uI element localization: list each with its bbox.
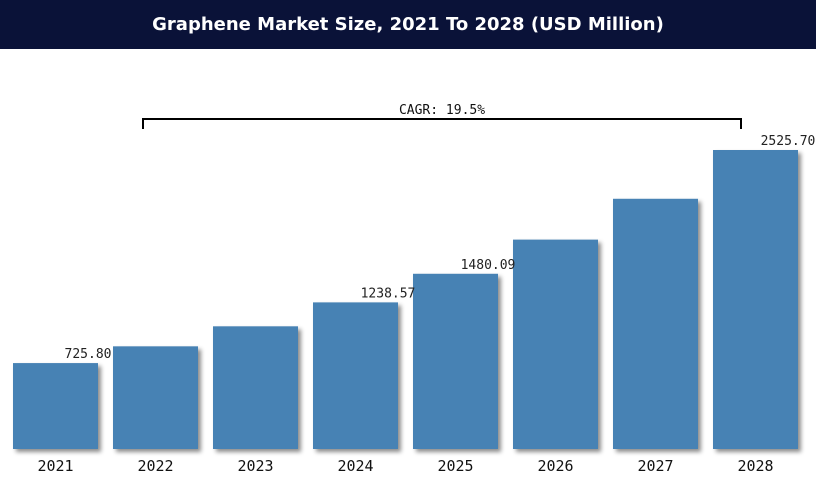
bar-2026: [513, 239, 598, 449]
x-tick-2025: 2025: [437, 457, 473, 475]
data-label-2024: 1238.57: [361, 286, 416, 301]
x-tick-2024: 2024: [337, 457, 373, 475]
data-label-2028: 2525.70: [761, 134, 816, 149]
data-label-2021: 725.80: [65, 347, 112, 362]
x-tick-2023: 2023: [237, 457, 273, 475]
chart-title: Graphene Market Size, 2021 To 2028 (USD …: [0, 0, 816, 49]
bar-2021: [13, 363, 98, 449]
x-tick-2028: 2028: [737, 457, 773, 475]
bar-2022: [113, 346, 198, 449]
x-tick-2021: 2021: [37, 457, 73, 475]
cagr-bracket: [142, 118, 742, 129]
data-labels: 725.80 1238.57 1480.09 2525.70: [65, 134, 816, 362]
x-tick-2022: 2022: [137, 457, 173, 475]
x-tick-2026: 2026: [537, 457, 573, 475]
bar-2024: [313, 302, 398, 449]
bar-2027: [613, 198, 698, 449]
bar-2025: [413, 273, 498, 449]
cagr-annotation: CAGR: 19.5%: [142, 103, 742, 129]
cagr-label: CAGR: 19.5%: [399, 103, 485, 118]
data-label-2025: 1480.09: [461, 258, 516, 273]
bar-2023: [213, 326, 298, 449]
x-tick-2027: 2027: [637, 457, 673, 475]
bar-2028: [713, 150, 798, 449]
x-axis-ticks: 2021 2022 2023 2024 2025 2026 2027 2028: [37, 457, 773, 475]
bars: [13, 150, 798, 449]
